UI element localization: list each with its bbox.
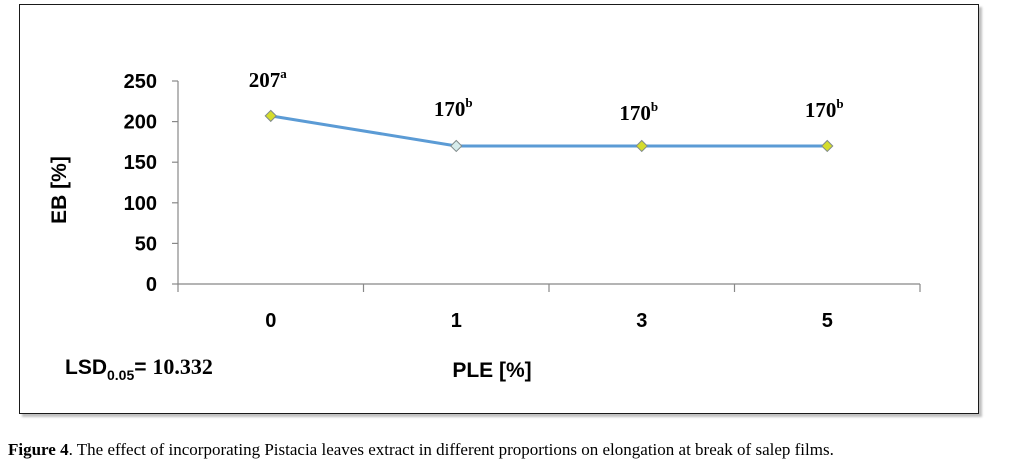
data-label-value: 170 bbox=[434, 97, 466, 121]
data-label-letter: b bbox=[465, 95, 472, 110]
series-line bbox=[270, 114, 828, 148]
data-label: 170b bbox=[434, 95, 473, 121]
chart-axes: 0 50 100 150 200 250 0 1 3 5 bbox=[124, 71, 921, 332]
lsd-value: 10.332 bbox=[152, 354, 213, 379]
y-axis-title: EB [%] bbox=[48, 156, 71, 224]
x-tick-label: 5 bbox=[822, 310, 833, 332]
y-tick-label: 50 bbox=[135, 233, 157, 255]
x-axis-title: PLE [%] bbox=[452, 359, 531, 382]
data-label-letter: a bbox=[280, 66, 287, 81]
data-point-marker bbox=[821, 139, 834, 153]
data-label-value: 207 bbox=[249, 68, 281, 92]
data-point-marker bbox=[450, 139, 463, 153]
data-label: 170b bbox=[805, 96, 844, 122]
y-tick-label: 150 bbox=[124, 152, 157, 174]
data-label: 207a bbox=[249, 66, 288, 92]
y-tick-label: 0 bbox=[146, 274, 157, 296]
x-tick-label: 0 bbox=[265, 310, 276, 332]
data-label-value: 170 bbox=[805, 98, 837, 122]
x-tick-label: 1 bbox=[451, 310, 462, 332]
data-label: 170b bbox=[619, 99, 658, 125]
lsd-prefix: LSD bbox=[65, 356, 107, 379]
x-tick-label: 3 bbox=[636, 310, 647, 332]
lsd-equals: = bbox=[134, 356, 147, 379]
y-tick-label: 250 bbox=[124, 71, 157, 93]
data-label-letter: b bbox=[836, 96, 843, 111]
caption-text: . The effect of incorporating Pistacia l… bbox=[68, 440, 834, 459]
data-point-marker bbox=[264, 109, 277, 123]
data-label-letter: b bbox=[651, 99, 658, 114]
y-tick-label: 200 bbox=[124, 112, 157, 134]
lsd-subscript: 0.05 bbox=[107, 367, 135, 383]
data-point-marker bbox=[635, 139, 648, 153]
figure-caption: Figure 4. The effect of incorporating Pi… bbox=[8, 440, 1008, 460]
data-label-value: 170 bbox=[619, 101, 651, 125]
chart-frame bbox=[19, 4, 979, 414]
caption-label: Figure 4 bbox=[8, 440, 69, 459]
y-tick-label: 100 bbox=[124, 193, 157, 215]
chart-series bbox=[264, 109, 834, 153]
lsd-annotation: LSD0.05= 10.332 bbox=[65, 354, 213, 383]
